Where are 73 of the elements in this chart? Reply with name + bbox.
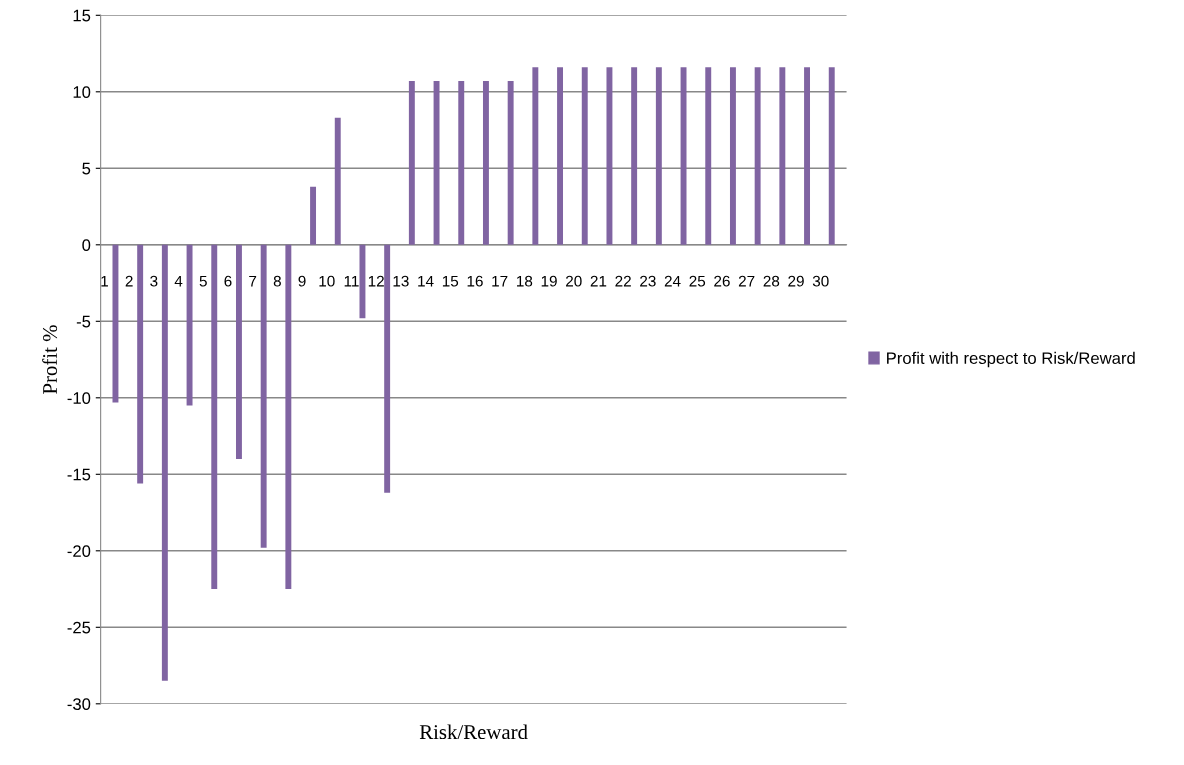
y-tick-label: -25 xyxy=(67,621,91,634)
bar xyxy=(359,244,366,319)
bar xyxy=(557,67,564,245)
bar xyxy=(384,244,391,493)
x-tick-label: 5 xyxy=(199,275,207,287)
y-tick-label: 15 xyxy=(73,9,91,22)
bar xyxy=(532,67,539,245)
x-tick-label: 22 xyxy=(615,275,631,287)
bar xyxy=(334,117,341,245)
y-tick-label: -10 xyxy=(67,392,91,404)
x-tick-label: 4 xyxy=(174,275,183,287)
x-tick-label: 6 xyxy=(224,275,232,287)
bar xyxy=(137,244,144,484)
x-tick-label: 20 xyxy=(566,275,582,287)
bar xyxy=(680,67,687,245)
x-tick-label: 7 xyxy=(249,275,257,287)
y-tick-label: -15 xyxy=(67,468,91,481)
x-tick-label: 29 xyxy=(788,275,804,287)
x-tick-label: 16 xyxy=(467,275,483,287)
bar xyxy=(655,67,662,245)
bar xyxy=(433,81,440,245)
bar xyxy=(310,186,317,245)
legend-label: Profit with respect to Risk/Reward xyxy=(887,351,1135,368)
bar xyxy=(186,244,193,406)
x-tick-label: 10 xyxy=(319,275,335,287)
y-tick-label: 0 xyxy=(82,239,91,251)
x-tick-label: 23 xyxy=(640,275,656,287)
bar xyxy=(458,81,465,245)
bar xyxy=(482,81,489,245)
x-axis-title: Risk/Reward xyxy=(419,724,528,740)
bar xyxy=(606,67,613,245)
x-tick-label: 13 xyxy=(393,275,409,287)
x-tick-label: 9 xyxy=(298,275,306,287)
x-tick-label: 17 xyxy=(492,275,508,287)
y-tick-label: 5 xyxy=(82,162,91,175)
bar xyxy=(408,81,415,245)
x-tick-label: 26 xyxy=(714,275,730,287)
y-tick-label: -20 xyxy=(67,545,91,557)
bar xyxy=(260,244,267,548)
x-tick-label: 2 xyxy=(125,275,133,287)
x-tick-label: 1 xyxy=(101,275,108,287)
bar xyxy=(161,244,168,681)
bar xyxy=(828,67,835,245)
x-tick-label: 15 xyxy=(442,275,459,287)
bar xyxy=(581,67,588,245)
y-tick-label: -30 xyxy=(67,698,91,710)
x-tick-label: 30 xyxy=(812,275,829,287)
x-tick-label: 21 xyxy=(590,275,607,287)
y-axis-title: Profit % xyxy=(42,325,58,394)
bar xyxy=(779,67,786,245)
bar xyxy=(507,81,514,245)
x-tick-label: 28 xyxy=(763,275,780,287)
x-tick-label: 18 xyxy=(517,275,533,287)
x-tick-label: 24 xyxy=(664,275,681,287)
y-tick-label: -5 xyxy=(76,315,91,328)
x-tick-label: 27 xyxy=(738,275,755,287)
x-tick-label: 12 xyxy=(368,275,384,287)
x-tick-label: 3 xyxy=(150,275,158,287)
y-tick-label: 10 xyxy=(73,86,91,98)
bar xyxy=(285,244,292,590)
x-tick-label: 25 xyxy=(689,275,706,287)
bar xyxy=(211,244,218,590)
x-tick-label: 11 xyxy=(344,275,359,287)
bar xyxy=(112,244,119,403)
bar xyxy=(235,244,242,459)
bar xyxy=(804,67,810,245)
bar xyxy=(705,67,712,245)
x-tick-label: 8 xyxy=(273,275,281,287)
bar xyxy=(754,67,761,245)
x-tick-label: 14 xyxy=(418,275,434,287)
x-tick-label: 19 xyxy=(541,275,557,287)
bar xyxy=(631,67,638,245)
bar xyxy=(729,67,736,245)
